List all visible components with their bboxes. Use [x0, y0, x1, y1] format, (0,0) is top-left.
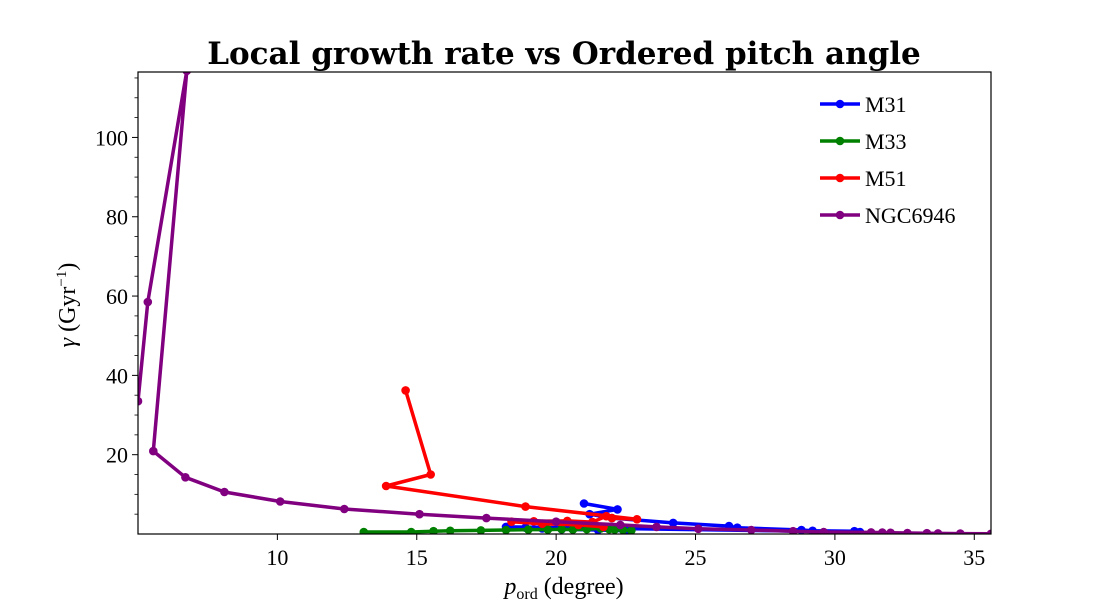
- y-axis-label: γ (Gyr−1): [54, 263, 81, 348]
- x-axis-label-subscript: ord: [516, 586, 537, 600]
- legend-item-m33: M33: [820, 129, 907, 154]
- data-point-ngc6946: [275, 497, 285, 506]
- data-point-ngc6946: [878, 528, 887, 534]
- data-point-m51: [381, 481, 391, 491]
- y-axis-label-close: ): [55, 263, 81, 271]
- x-tick-label: 25: [685, 545, 707, 570]
- data-point-m33: [406, 527, 416, 534]
- data-point-m33: [429, 526, 438, 534]
- data-point-ngc6946: [181, 473, 190, 482]
- data-point-m51: [521, 502, 530, 511]
- plot-frame: [137, 71, 992, 535]
- data-point-m33: [476, 526, 486, 534]
- legend-item-ngc6946: NGC6946: [820, 203, 955, 228]
- x-tick-label: 20: [545, 545, 567, 570]
- y-tick-label: 100: [95, 125, 128, 150]
- legend-marker-m31: [835, 99, 845, 109]
- data-point-ngc6946: [220, 487, 229, 497]
- y-axis-label-symbol: γ: [55, 337, 81, 347]
- data-point-ngc6946: [138, 396, 143, 406]
- plot-area: [137, 71, 992, 535]
- series-m51: [381, 386, 642, 532]
- data-point-ngc6946: [652, 522, 661, 532]
- legend-item-m31: M31: [820, 92, 907, 117]
- legend-label-m31: M31: [865, 92, 907, 117]
- legend-marker-m33: [835, 136, 845, 146]
- data-point-m31: [579, 499, 589, 508]
- legend-marker-ngc6946: [835, 210, 845, 220]
- data-point-m33: [543, 525, 553, 534]
- y-axis: 20 40 60 80 100: [95, 77, 138, 515]
- data-point-m51: [401, 386, 410, 395]
- data-point-ngc6946: [922, 528, 932, 534]
- data-point-ngc6946: [551, 517, 561, 526]
- data-point-ngc6946: [933, 529, 943, 534]
- legend-label-ngc6946: NGC6946: [865, 203, 955, 228]
- y-tick-label: 20: [106, 443, 128, 468]
- data-point-ngc6946: [866, 528, 876, 534]
- data-point-m33: [501, 525, 511, 534]
- series-line-ngc6946: [138, 72, 991, 534]
- x-tick-label: 15: [406, 545, 428, 570]
- data-point-m51: [602, 511, 611, 521]
- data-point-ngc6946: [143, 297, 153, 307]
- x-tick-label: 10: [266, 545, 288, 570]
- x-axis: 10 15 20 25 30 35: [266, 534, 985, 570]
- data-point-ngc6946: [788, 526, 798, 534]
- y-axis-label-rest: (Gyr: [55, 287, 81, 338]
- data-point-ngc6946: [903, 528, 912, 534]
- data-point-m33: [359, 527, 369, 534]
- data-point-ngc6946: [149, 446, 158, 456]
- x-tick-label: 30: [824, 545, 846, 570]
- data-point-ngc6946: [182, 72, 191, 76]
- y-tick-label: 60: [106, 284, 128, 309]
- data-point-ngc6946: [694, 524, 703, 534]
- x-axis-label-rest: (degree): [538, 574, 624, 600]
- y-tick-label: 80: [106, 205, 128, 230]
- data-point-ngc6946: [819, 527, 828, 534]
- data-point-ngc6946: [956, 529, 965, 534]
- data-point-m31: [613, 505, 622, 514]
- data-point-m31: [668, 518, 678, 528]
- data-point-m51: [426, 470, 436, 479]
- x-axis-label: pord (degree): [502, 574, 623, 600]
- legend-label-m51: M51: [865, 166, 907, 191]
- chart-title: Local growth rate vs Ordered pitch angle: [207, 36, 921, 72]
- legend-label-m33: M33: [865, 129, 907, 154]
- data-point-m51: [632, 515, 642, 524]
- data-point-ngc6946: [482, 513, 491, 523]
- series-layer: [138, 72, 991, 534]
- data-point-m33: [627, 526, 636, 534]
- data-point-ngc6946: [415, 509, 424, 519]
- data-point-ngc6946: [886, 528, 895, 534]
- legend-marker-m51: [835, 173, 845, 183]
- y-axis-label-superscript: −1: [54, 271, 70, 287]
- series-m33: [359, 524, 636, 534]
- legend: M31 M33 M51 NGC6946: [820, 92, 955, 228]
- data-point-ngc6946: [340, 504, 349, 514]
- data-point-ngc6946: [747, 525, 756, 534]
- data-point-m33: [557, 524, 566, 534]
- legend-item-m51: M51: [820, 166, 907, 191]
- data-point-m33: [524, 525, 533, 534]
- x-tick-label: 35: [963, 545, 985, 570]
- data-point-ngc6946: [616, 520, 625, 530]
- data-point-m33: [445, 526, 455, 534]
- data-point-ngc6946: [986, 529, 991, 534]
- x-axis-label-symbol: p: [502, 574, 516, 600]
- series-ngc6946: [138, 72, 991, 534]
- y-tick-label: 40: [106, 363, 128, 388]
